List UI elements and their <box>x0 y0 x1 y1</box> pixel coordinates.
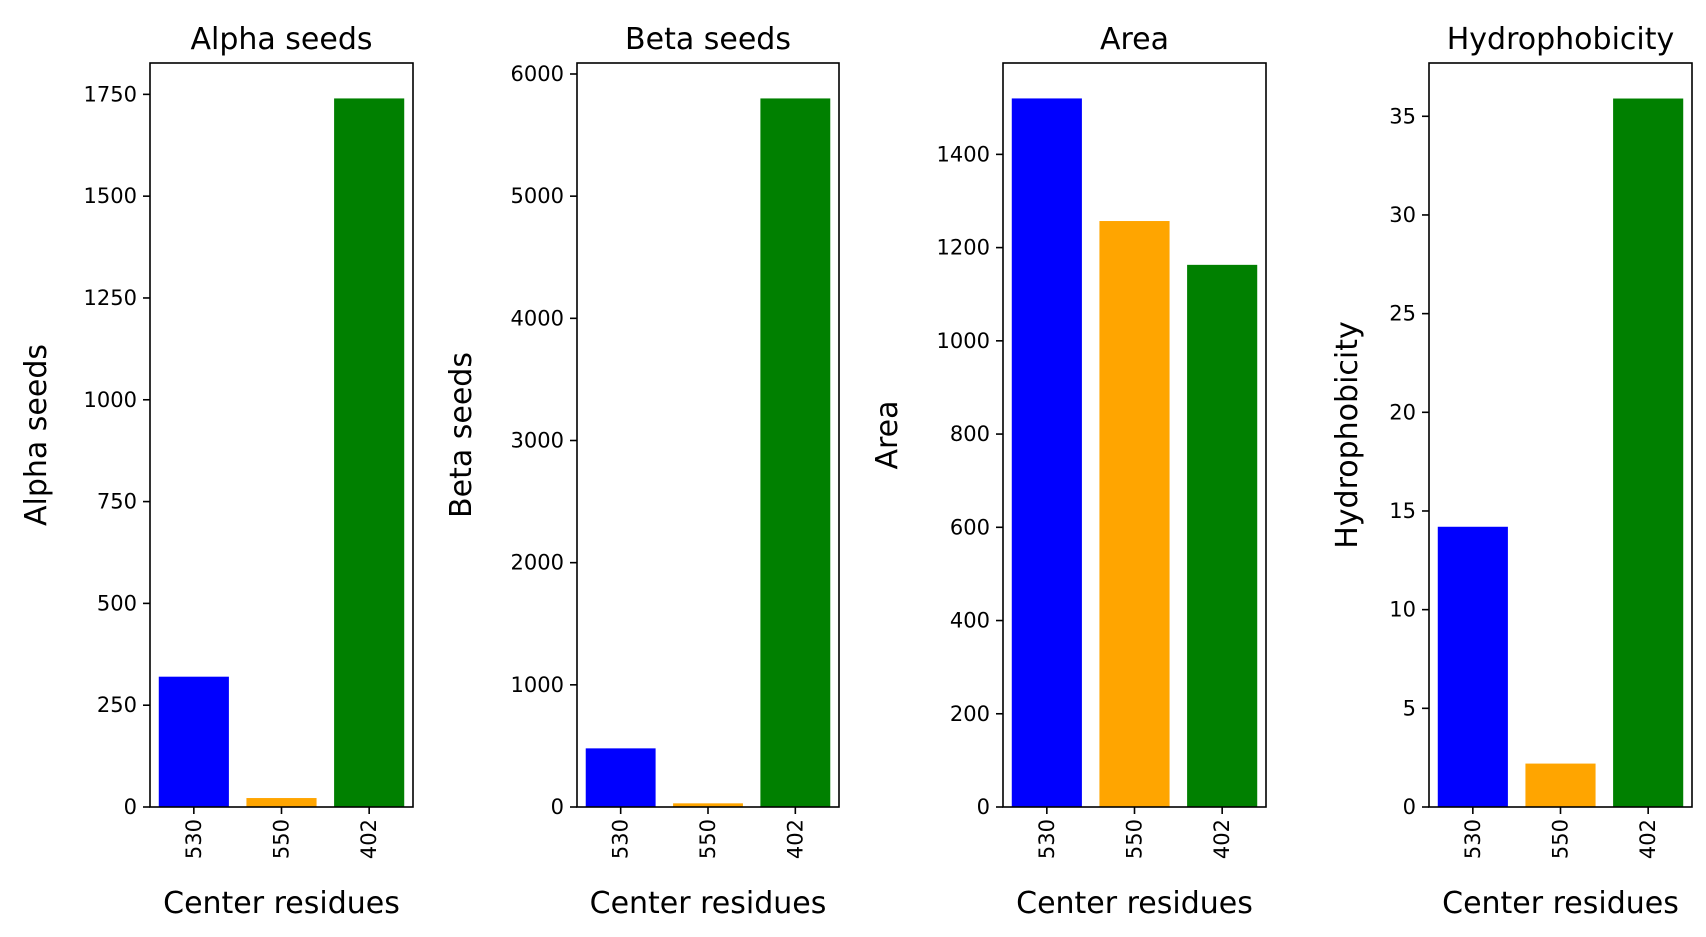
x-tick-label: 530 <box>182 819 206 859</box>
y-axis-label: Hydrophobicity <box>1330 321 1365 549</box>
y-tick-label: 600 <box>950 515 990 539</box>
y-axis-label: Area <box>870 400 905 469</box>
y-tick-label: 1000 <box>511 673 564 697</box>
x-tick-label: 530 <box>609 819 633 859</box>
y-tick-label: 5 <box>1403 696 1416 720</box>
y-tick-label: 1200 <box>937 236 990 260</box>
y-axis-label: Beta seeds <box>444 352 479 518</box>
x-tick-label: 550 <box>270 819 294 859</box>
y-tick-label: 2000 <box>511 551 564 575</box>
y-tick-label: 1400 <box>937 142 990 166</box>
y-tick-label: 20 <box>1389 400 1416 424</box>
chart-title: Beta seeds <box>625 22 791 57</box>
bar-402 <box>1613 98 1684 807</box>
bar-402 <box>1187 264 1258 808</box>
y-tick-label: 0 <box>124 795 137 819</box>
x-tick-label: 550 <box>1549 819 1573 859</box>
bar-550 <box>246 798 317 807</box>
x-axis-label: Center residues <box>1016 886 1253 921</box>
y-tick-label: 15 <box>1389 499 1416 523</box>
chart-title: Alpha seeds <box>190 22 372 57</box>
chart-panel-1: 530 550 402 0 250 500 750 1000 1250 1500 1750 Alpha… <box>19 22 414 921</box>
chart-panel-4: 530 550 402 0 5 10 15 20 25 30 35 Hydrophobicity Cen… <box>1330 22 1693 921</box>
y-tick-label: 30 <box>1389 203 1416 227</box>
y-tick-label: 0 <box>1403 795 1416 819</box>
x-tick-label: 402 <box>357 819 381 859</box>
y-tick-label: 4000 <box>511 306 564 330</box>
y-tick-label: 0 <box>551 795 564 819</box>
y-tick-label: 3000 <box>511 428 564 452</box>
y-tick-label: 500 <box>97 591 137 615</box>
x-axis-label: Center residues <box>1442 886 1679 921</box>
y-axis-label: Alpha seeds <box>19 344 54 526</box>
axes-frame <box>1428 62 1693 808</box>
x-tick-label: 530 <box>1461 819 1485 859</box>
y-tick-label: 5000 <box>511 184 564 208</box>
y-tick-label: 1250 <box>84 286 137 310</box>
y-tick-label: 750 <box>97 490 137 514</box>
y-tick-label: 1000 <box>937 329 990 353</box>
x-axis-label: Center residues <box>590 886 827 921</box>
y-tick-label: 25 <box>1389 302 1416 326</box>
bar-530 <box>1011 98 1082 808</box>
x-axis-label: Center residues <box>163 886 400 921</box>
bar-530 <box>1437 526 1508 807</box>
y-tick-label: 200 <box>950 702 990 726</box>
bar-550 <box>1525 763 1596 807</box>
chart-title: Hydrophobicity <box>1447 22 1675 57</box>
x-tick-label: 550 <box>1123 819 1147 859</box>
chart-panel-3: 530 550 402 0 200 400 600 800 1000 1200 1400 Area Ce… <box>870 22 1267 921</box>
bar-550 <box>1099 221 1170 807</box>
chart-title: Area <box>1100 22 1169 57</box>
x-tick-label: 530 <box>1035 819 1059 859</box>
bar-530 <box>585 748 656 807</box>
y-tick-label: 1750 <box>84 82 137 106</box>
chart-panel-2: 530 550 402 0 1000 2000 3000 4000 5000 6000 Beta s… <box>444 22 840 921</box>
x-tick-label: 402 <box>1636 819 1660 859</box>
y-tick-label: 1500 <box>84 184 137 208</box>
y-tick-label: 0 <box>977 795 990 819</box>
x-tick-label: 550 <box>696 819 720 859</box>
bar-402 <box>334 98 405 808</box>
y-tick-label: 250 <box>97 693 137 717</box>
y-tick-label: 1000 <box>84 388 137 412</box>
axes-frame <box>576 62 840 808</box>
y-tick-label: 6000 <box>511 62 564 86</box>
bar-550 <box>673 803 743 807</box>
y-tick-label: 800 <box>950 422 990 446</box>
bar-530 <box>158 676 229 807</box>
x-tick-label: 402 <box>783 819 807 859</box>
bar-402 <box>760 98 831 808</box>
axes-frame <box>149 62 414 808</box>
y-tick-label: 10 <box>1389 598 1416 622</box>
x-tick-label: 402 <box>1210 819 1234 859</box>
y-tick-label: 35 <box>1389 104 1416 128</box>
y-tick-label: 400 <box>950 609 990 633</box>
axes-frame <box>1002 62 1267 808</box>
